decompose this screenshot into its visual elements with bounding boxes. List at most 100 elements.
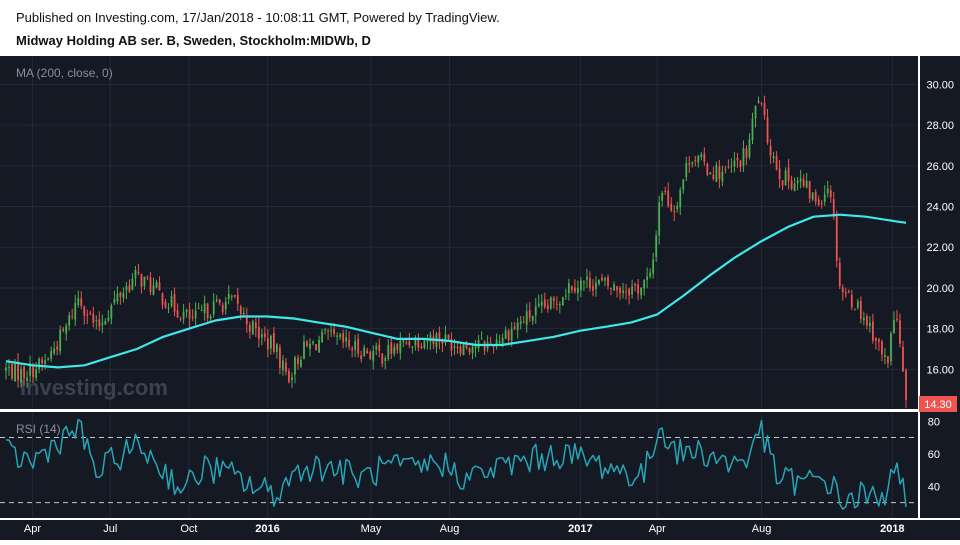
candle-body <box>501 337 504 344</box>
candle-body <box>26 377 28 381</box>
candle-body <box>510 328 513 341</box>
candle-body <box>122 292 125 299</box>
candle-body <box>757 100 760 104</box>
chart-header: Published on Investing.com, 17/Jan/2018 … <box>0 0 960 56</box>
candle-body <box>694 160 697 162</box>
time-axis[interactable]: Apr Jul Oct 2016 May Aug 2017 Apr Aug 2018 <box>24 523 905 535</box>
last-price-label: 14.30 <box>919 396 957 412</box>
candle-body <box>35 369 38 379</box>
candle-body <box>823 194 826 203</box>
price-chart[interactable]: Investing.com MA (200, close, 0) RSI (14… <box>0 56 960 540</box>
ma-indicator-label: MA (200, close, 0) <box>16 66 113 80</box>
pane-separator[interactable] <box>0 409 918 412</box>
candle-body <box>586 276 588 280</box>
candle-body <box>601 277 603 281</box>
candle-body <box>260 334 263 338</box>
candle-body <box>417 338 420 348</box>
candle-body <box>227 293 230 300</box>
candle-body <box>899 320 901 344</box>
rsi-tick-label: 40 <box>928 481 940 493</box>
candle-body <box>104 321 107 325</box>
candle-body <box>209 316 212 319</box>
candle-body <box>384 358 387 361</box>
candle-body <box>375 345 378 350</box>
candle-body <box>558 304 561 306</box>
candle-body <box>438 332 441 342</box>
rsi-axis[interactable]: 40 60 80 <box>928 416 940 493</box>
candle-body <box>721 171 724 182</box>
candle-body <box>865 315 868 326</box>
candle-body <box>814 191 817 202</box>
candle-body <box>306 341 308 347</box>
candle-body <box>856 301 859 308</box>
candle-body <box>853 308 856 310</box>
candle-body <box>604 278 606 281</box>
symbol-title: Midway Holding AB ser. B, Sweden, Stockh… <box>16 33 371 48</box>
candle-body <box>890 333 892 362</box>
candle-body <box>179 318 182 320</box>
candle-body <box>561 297 564 306</box>
candle-body <box>197 308 200 310</box>
candle-body <box>248 324 251 332</box>
candle-body <box>841 287 844 292</box>
candle-body <box>640 287 643 296</box>
last-price-badge <box>919 396 957 412</box>
candle-body <box>194 310 197 319</box>
candle-body <box>796 180 799 184</box>
candle-body <box>206 303 209 318</box>
candle-body <box>691 162 694 164</box>
candle-body <box>53 348 56 354</box>
candle-body <box>200 310 203 312</box>
candle-body <box>570 286 573 291</box>
candle-body <box>224 301 227 310</box>
candle-body <box>531 316 534 321</box>
candle-body <box>77 298 80 306</box>
candle-body <box>884 355 886 357</box>
time-tick-label: Aug <box>440 523 460 535</box>
candle-body <box>321 331 323 343</box>
price-tick-label: 22.00 <box>926 242 954 254</box>
candle-body <box>233 294 236 297</box>
candles <box>5 95 907 408</box>
candle-body <box>276 344 278 352</box>
candle-body <box>366 350 369 354</box>
candle-body <box>459 346 462 354</box>
candle-body <box>143 276 146 287</box>
candle-body <box>468 348 471 353</box>
candle-body <box>718 166 721 180</box>
price-tick-label: 24.00 <box>926 202 954 214</box>
candle-body <box>727 166 730 168</box>
candle-body <box>56 346 59 350</box>
candle-body <box>646 276 649 280</box>
price-axis[interactable]: 16.00 18.00 20.00 22.00 24.00 26.00 28.00 30.00 <box>926 79 954 376</box>
candle-body <box>688 163 691 165</box>
candle-body <box>215 299 218 302</box>
candle-body <box>598 279 600 285</box>
rsi-indicator-label: RSI (14) <box>16 422 61 436</box>
candle-body <box>266 338 269 350</box>
candle-body <box>167 307 170 309</box>
candle-body <box>670 203 673 211</box>
candle-body <box>23 366 25 379</box>
candle-body <box>619 287 621 294</box>
candle-body <box>11 363 13 379</box>
candle-body <box>715 164 718 182</box>
candle-body <box>709 172 712 175</box>
candle-body <box>543 299 546 308</box>
candle-body <box>354 340 357 350</box>
candle-body <box>628 288 630 296</box>
candle-body <box>125 285 128 291</box>
candle-body <box>622 290 624 294</box>
candle-body <box>333 329 335 334</box>
candle-body <box>71 316 74 318</box>
candle-body <box>664 190 667 192</box>
candle-body <box>297 357 299 364</box>
candle-body <box>110 305 113 319</box>
watermark-logo: Investing.com <box>20 375 168 400</box>
candle-body <box>817 199 820 205</box>
candle-body <box>685 163 688 178</box>
candle-body <box>89 312 92 314</box>
candle-body <box>239 306 242 315</box>
candle-body <box>291 377 293 381</box>
candle-body <box>318 339 320 353</box>
